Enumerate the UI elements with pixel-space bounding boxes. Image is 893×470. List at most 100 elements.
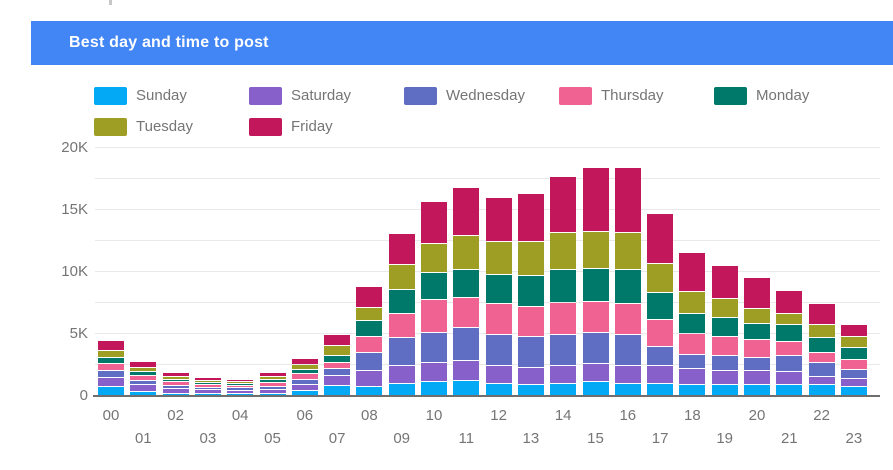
legend-item-thursday[interactable]: Thursday bbox=[559, 86, 714, 105]
bar-segment-wednesday[interactable] bbox=[582, 333, 609, 363]
legend-item-saturday[interactable]: Saturday bbox=[249, 86, 404, 105]
bar-segment-sunday[interactable] bbox=[453, 381, 480, 395]
bar-segment-friday[interactable] bbox=[582, 167, 609, 231]
legend-item-friday[interactable]: Friday bbox=[249, 117, 404, 136]
bar-segment-thursday[interactable] bbox=[679, 334, 706, 355]
bar-segment-wednesday[interactable] bbox=[194, 387, 221, 390]
bar-segment-thursday[interactable] bbox=[550, 303, 577, 335]
bar-segment-monday[interactable] bbox=[453, 269, 480, 298]
bar-segment-friday[interactable] bbox=[162, 373, 189, 377]
bar-segment-tuesday[interactable] bbox=[614, 232, 641, 269]
bar-segment-tuesday[interactable] bbox=[582, 231, 609, 268]
bar-segment-tuesday[interactable] bbox=[840, 336, 867, 347]
bar-hour-05[interactable] bbox=[259, 373, 286, 395]
bar-hour-00[interactable] bbox=[98, 340, 124, 395]
bar-segment-wednesday[interactable] bbox=[130, 381, 157, 385]
bar-segment-saturday[interactable] bbox=[647, 365, 674, 384]
bar-segment-monday[interactable] bbox=[776, 325, 803, 342]
bar-segment-friday[interactable] bbox=[744, 278, 770, 308]
bar-segment-friday[interactable] bbox=[711, 265, 738, 298]
bar-segment-tuesday[interactable] bbox=[356, 307, 383, 320]
bar-segment-monday[interactable] bbox=[744, 324, 770, 340]
bar-segment-sunday[interactable] bbox=[711, 385, 738, 395]
bar-hour-01[interactable] bbox=[130, 361, 157, 395]
bar-hour-04[interactable] bbox=[227, 379, 254, 395]
bar-segment-wednesday[interactable] bbox=[550, 335, 577, 365]
bar-segment-sunday[interactable] bbox=[421, 382, 447, 395]
bar-hour-09[interactable] bbox=[388, 233, 415, 395]
bar-hour-19[interactable] bbox=[711, 265, 738, 395]
bar-segment-saturday[interactable] bbox=[744, 371, 770, 385]
bar-segment-thursday[interactable] bbox=[291, 373, 318, 379]
bar-segment-monday[interactable] bbox=[485, 274, 512, 304]
bar-segment-monday[interactable] bbox=[421, 272, 447, 299]
bar-segment-wednesday[interactable] bbox=[388, 337, 415, 365]
bar-segment-thursday[interactable] bbox=[421, 299, 447, 333]
bar-segment-thursday[interactable] bbox=[130, 376, 157, 381]
bar-segment-thursday[interactable] bbox=[227, 385, 254, 388]
bar-segment-sunday[interactable] bbox=[130, 391, 157, 395]
bar-segment-monday[interactable] bbox=[162, 379, 189, 382]
bar-segment-monday[interactable] bbox=[517, 276, 544, 306]
bar-segment-tuesday[interactable] bbox=[517, 242, 544, 276]
bar-segment-wednesday[interactable] bbox=[291, 379, 318, 384]
bar-segment-saturday[interactable] bbox=[421, 363, 447, 382]
bar-segment-thursday[interactable] bbox=[259, 383, 286, 386]
bar-segment-monday[interactable] bbox=[194, 382, 221, 384]
bar-segment-wednesday[interactable] bbox=[324, 369, 351, 376]
bar-segment-sunday[interactable] bbox=[808, 385, 835, 395]
bar-segment-monday[interactable] bbox=[711, 317, 738, 337]
bar-hour-07[interactable] bbox=[324, 335, 351, 395]
bar-segment-saturday[interactable] bbox=[808, 376, 835, 385]
bar-segment-friday[interactable] bbox=[227, 379, 254, 381]
bar-hour-11[interactable] bbox=[453, 187, 480, 395]
bar-segment-friday[interactable] bbox=[291, 358, 318, 364]
bar-segment-tuesday[interactable] bbox=[550, 232, 577, 270]
bar-segment-wednesday[interactable] bbox=[744, 357, 770, 371]
bar-segment-tuesday[interactable] bbox=[324, 346, 351, 356]
bar-segment-saturday[interactable] bbox=[324, 376, 351, 386]
bar-segment-sunday[interactable] bbox=[98, 387, 124, 395]
bar-segment-wednesday[interactable] bbox=[227, 388, 254, 390]
bar-segment-monday[interactable] bbox=[388, 290, 415, 314]
bar-segment-tuesday[interactable] bbox=[130, 367, 157, 372]
bar-segment-saturday[interactable] bbox=[550, 365, 577, 384]
bar-segment-friday[interactable] bbox=[679, 252, 706, 291]
bar-segment-wednesday[interactable] bbox=[485, 335, 512, 366]
bar-segment-tuesday[interactable] bbox=[453, 236, 480, 269]
bar-segment-saturday[interactable] bbox=[517, 368, 544, 385]
bar-segment-thursday[interactable] bbox=[517, 306, 544, 337]
bar-segment-thursday[interactable] bbox=[776, 342, 803, 355]
bar-segment-wednesday[interactable] bbox=[98, 371, 124, 378]
bar-segment-sunday[interactable] bbox=[194, 394, 221, 395]
bar-segment-thursday[interactable] bbox=[744, 340, 770, 357]
bar-segment-thursday[interactable] bbox=[711, 337, 738, 356]
bar-segment-wednesday[interactable] bbox=[162, 386, 189, 389]
bar-hour-23[interactable] bbox=[840, 324, 867, 395]
bar-segment-friday[interactable] bbox=[647, 214, 674, 263]
bar-segment-monday[interactable] bbox=[550, 270, 577, 303]
bar-segment-monday[interactable] bbox=[647, 292, 674, 319]
bar-segment-monday[interactable] bbox=[291, 369, 318, 373]
bar-segment-wednesday[interactable] bbox=[453, 328, 480, 360]
bar-segment-saturday[interactable] bbox=[291, 384, 318, 391]
bar-segment-friday[interactable] bbox=[324, 335, 351, 346]
bar-segment-thursday[interactable] bbox=[614, 303, 641, 334]
bar-segment-thursday[interactable] bbox=[647, 319, 674, 347]
bar-segment-friday[interactable] bbox=[485, 197, 512, 242]
bar-segment-monday[interactable] bbox=[840, 347, 867, 360]
bar-hour-14[interactable] bbox=[550, 177, 577, 395]
bar-segment-sunday[interactable] bbox=[162, 393, 189, 395]
bar-segment-thursday[interactable] bbox=[485, 304, 512, 335]
bar-segment-saturday[interactable] bbox=[453, 360, 480, 381]
bar-segment-thursday[interactable] bbox=[162, 382, 189, 386]
bar-segment-saturday[interactable] bbox=[130, 385, 157, 391]
bar-segment-saturday[interactable] bbox=[356, 371, 383, 386]
bar-segment-thursday[interactable] bbox=[356, 336, 383, 352]
bar-segment-sunday[interactable] bbox=[517, 385, 544, 395]
bar-segment-saturday[interactable] bbox=[194, 390, 221, 393]
bar-segment-sunday[interactable] bbox=[679, 384, 706, 395]
bar-segment-friday[interactable] bbox=[98, 340, 124, 350]
bar-hour-03[interactable] bbox=[194, 378, 221, 395]
bar-segment-wednesday[interactable] bbox=[711, 356, 738, 370]
